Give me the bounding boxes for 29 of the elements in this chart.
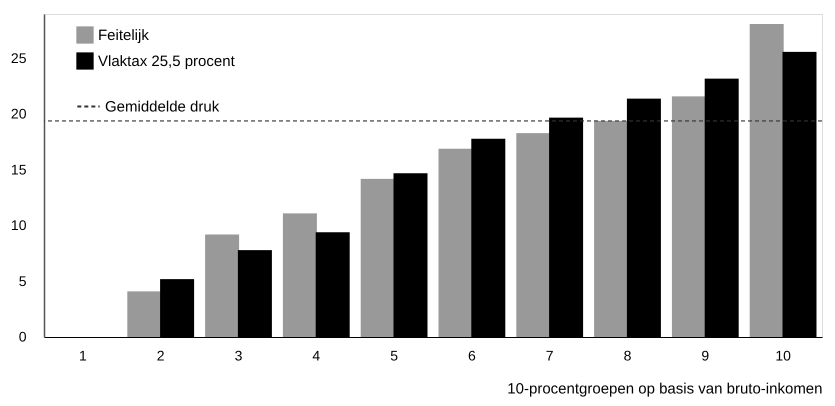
y-tick-label: 0 [18, 328, 27, 344]
x-tick-label: 6 [468, 348, 476, 364]
legend-label: Gemiddelde druk [105, 98, 220, 116]
legend-label: Feitelijk [98, 27, 150, 44]
y-tick-label: 20 [10, 106, 27, 122]
x-tick-label: 3 [234, 348, 243, 364]
x-tick-label: 5 [390, 348, 398, 364]
x-tick-label: 1 [79, 348, 87, 364]
y-tick-label: 15 [10, 161, 27, 178]
bar [127, 291, 162, 337]
x-tick-label: 9 [701, 348, 710, 364]
bar [360, 178, 395, 337]
legend-label: Vlaktax 25,5 procent [98, 53, 236, 70]
y-tick-label: 10 [10, 217, 27, 234]
y-tick-label: 5 [18, 272, 27, 289]
bar [750, 24, 784, 337]
x-tick-label: 7 [546, 348, 554, 364]
bar [205, 234, 240, 337]
x-tick-label: 8 [624, 348, 632, 364]
x-tick-label: 2 [156, 348, 165, 364]
bar [282, 213, 317, 337]
bar [594, 120, 628, 337]
x-tick-label: 4 [312, 348, 320, 364]
bar [438, 148, 472, 337]
y-tick-label: 25 [10, 50, 27, 66]
x-tick-label: 10 [775, 348, 792, 364]
bar [516, 133, 550, 337]
bar [672, 96, 706, 337]
x-axis-title: 10-procentgroepen op basis van bruto-inkomen [507, 380, 822, 398]
